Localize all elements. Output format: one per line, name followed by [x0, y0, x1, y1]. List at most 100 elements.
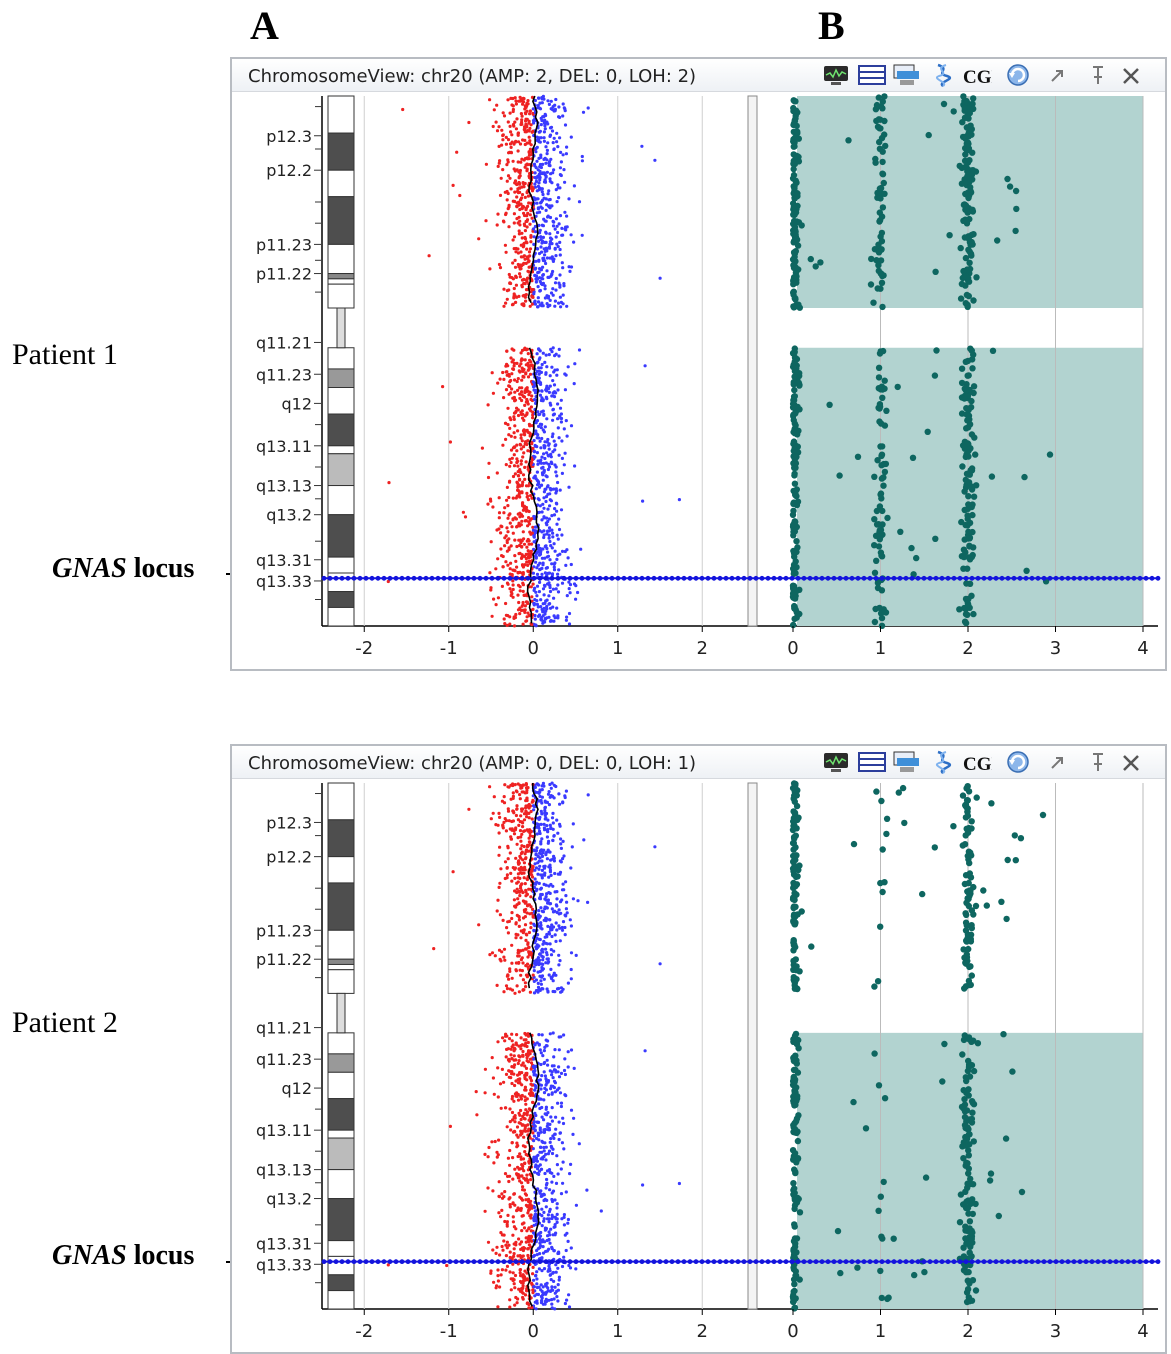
- log-ratio-point: [553, 305, 556, 308]
- log-ratio-point: [546, 566, 549, 569]
- refresh-icon[interactable]: [1004, 63, 1034, 87]
- refresh-icon[interactable]: [1004, 750, 1034, 774]
- log-ratio-point: [533, 1159, 536, 1162]
- log-ratio-point: [560, 847, 563, 850]
- pin-icon[interactable]: [1084, 750, 1114, 774]
- allele-point: [880, 483, 886, 489]
- log-ratio-point: [570, 1246, 573, 1249]
- allele-point: [884, 816, 890, 822]
- log-ratio-point: [564, 1094, 567, 1097]
- log-ratio-point: [514, 1095, 517, 1098]
- row-layout-icon[interactable]: [857, 750, 887, 774]
- log-ratio-point: [533, 439, 536, 442]
- log-ratio-point: [557, 196, 560, 199]
- allele-point: [845, 137, 851, 143]
- log-ratio-point: [546, 599, 549, 602]
- log-ratio-point: [540, 927, 543, 930]
- log-ratio-point: [555, 1206, 558, 1209]
- log-ratio-point: [506, 517, 509, 520]
- log-ratio-point: [531, 1131, 534, 1134]
- chart-settings-icon[interactable]: [892, 63, 922, 87]
- log-ratio-point: [517, 608, 520, 611]
- float-window-icon[interactable]: [1044, 750, 1074, 774]
- log-ratio-point: [524, 282, 527, 285]
- snp-helix-icon[interactable]: [929, 63, 959, 87]
- gnas-marker-dot: [496, 576, 501, 581]
- log-ratio-point: [562, 294, 565, 297]
- log-ratio-point: [519, 974, 522, 977]
- log-ratio-point: [559, 1035, 562, 1038]
- gnas-marker-dot: [1042, 576, 1047, 581]
- log-ratio-point: [526, 255, 529, 258]
- cgh-icon[interactable]: CGH: [962, 63, 992, 87]
- log-ratio-point: [506, 198, 509, 201]
- log-ratio-point: [548, 103, 551, 106]
- close-icon[interactable]: [1117, 750, 1147, 774]
- log-ratio-point: [554, 1090, 557, 1093]
- gnas-marker-dot: [724, 576, 729, 581]
- log-ratio-point: [543, 361, 546, 364]
- allele-point: [872, 606, 878, 612]
- log-ratio-point: [517, 201, 520, 204]
- log-ratio-point: [529, 905, 532, 908]
- log-ratio-point: [520, 807, 523, 810]
- log-ratio-point: [534, 1209, 537, 1212]
- log-ratio-point: [540, 467, 543, 470]
- log-ratio-point: [498, 831, 501, 834]
- log-ratio-point: [536, 585, 539, 588]
- row-layout-icon[interactable]: [857, 63, 887, 87]
- pin-icon[interactable]: [1084, 63, 1114, 87]
- log-ratio-point: [515, 517, 518, 520]
- snp-helix-icon[interactable]: [929, 750, 959, 774]
- log-ratio-point: [545, 203, 548, 206]
- log-ratio-point: [538, 165, 541, 168]
- log-ratio-point: [464, 515, 467, 518]
- gnas-marker-dot: [1138, 576, 1143, 581]
- log-ratio-point: [519, 1109, 522, 1112]
- log-ratio-point: [538, 953, 541, 956]
- log-ratio-point: [538, 852, 541, 855]
- log-ratio-point: [541, 207, 544, 210]
- float-window-icon[interactable]: [1044, 63, 1074, 87]
- log-ratio-point: [522, 1136, 525, 1139]
- log-ratio-point: [487, 462, 490, 465]
- log-ratio-point: [541, 1156, 544, 1159]
- log-ratio-point: [559, 151, 562, 154]
- allele-point: [878, 386, 884, 392]
- waveform-icon[interactable]: [822, 750, 852, 774]
- log-ratio-point: [526, 955, 529, 958]
- log-ratio-point: [550, 499, 553, 502]
- log-ratio-point: [562, 1256, 565, 1259]
- log-ratio-point: [501, 825, 504, 828]
- waveform-icon[interactable]: [822, 63, 852, 87]
- gnas-marker-dot: [502, 576, 507, 581]
- chromosome-band: [328, 369, 354, 388]
- close-icon[interactable]: [1117, 63, 1147, 87]
- log-ratio-point: [560, 533, 563, 536]
- cgh-icon[interactable]: CGH: [962, 750, 992, 774]
- log-ratio-point: [549, 1228, 552, 1231]
- log-ratio-point: [523, 1076, 526, 1079]
- log-ratio-point: [538, 581, 541, 584]
- log-ratio-point: [554, 443, 557, 446]
- log-ratio-point: [521, 481, 524, 484]
- log-ratio-point: [526, 564, 529, 567]
- log-ratio-point: [508, 416, 511, 419]
- log-ratio-point: [539, 979, 542, 982]
- allele-point: [793, 460, 799, 466]
- log-ratio-point: [525, 460, 528, 463]
- log-ratio-point: [531, 799, 534, 802]
- log-ratio-point: [531, 217, 534, 220]
- log-ratio-point: [532, 1266, 535, 1269]
- allele-point: [790, 1180, 796, 1186]
- log-ratio-point: [518, 191, 521, 194]
- log-ratio-point: [545, 269, 548, 272]
- log-ratio-point: [531, 817, 534, 820]
- gnas-marker-dot: [688, 576, 693, 581]
- chart-settings-icon[interactable]: [892, 750, 922, 774]
- chromosome-band: [328, 515, 354, 557]
- log-ratio-point: [523, 1162, 526, 1165]
- log-ratio-point: [536, 1286, 539, 1289]
- chromosome-band: [328, 446, 354, 454]
- log-ratio-point: [497, 125, 500, 128]
